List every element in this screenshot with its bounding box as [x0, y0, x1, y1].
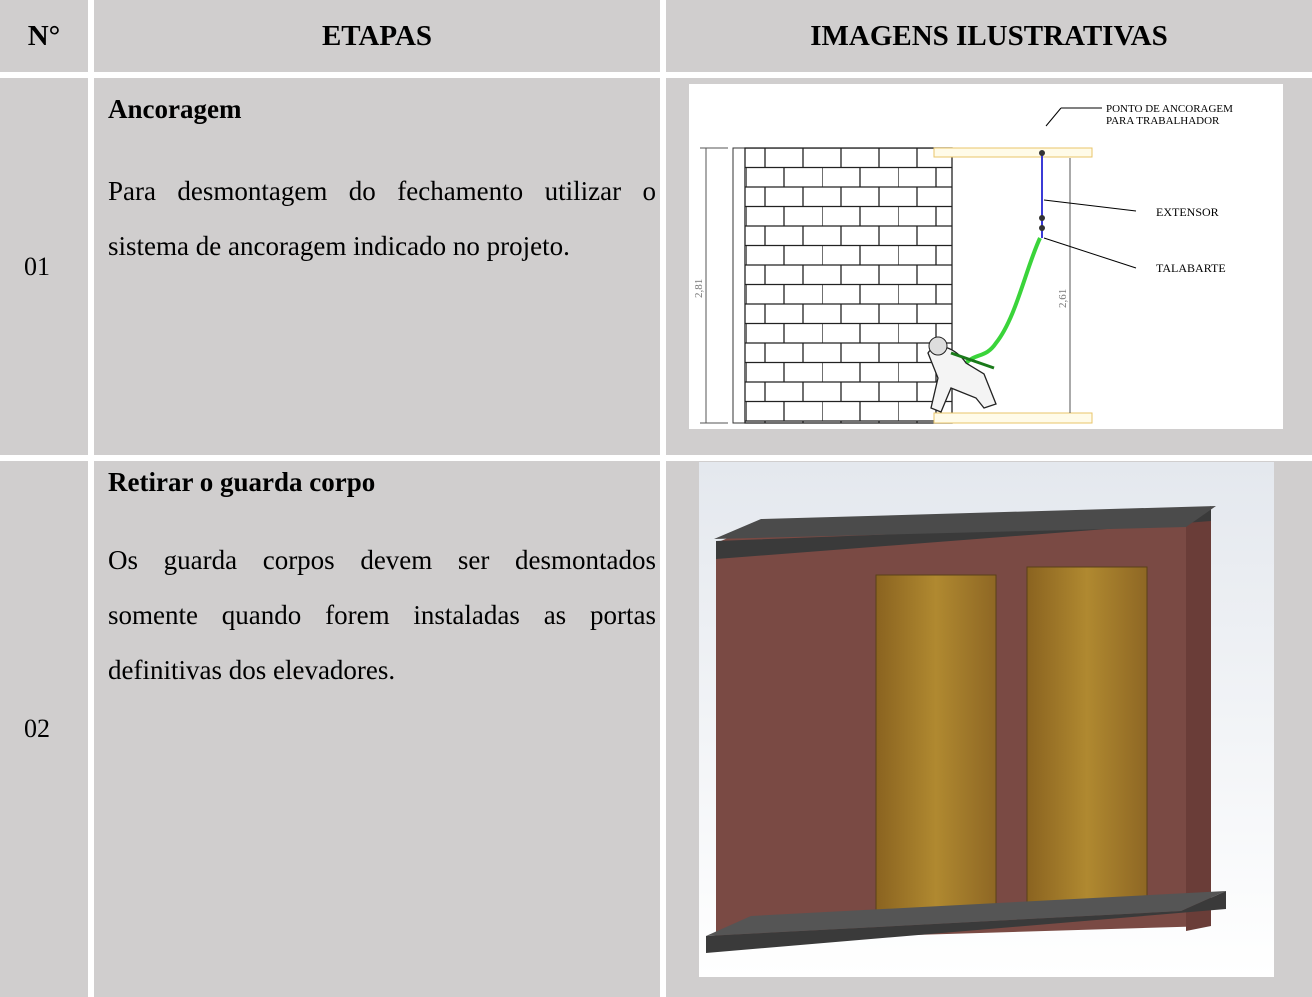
annotation: TALABARTE — [1156, 261, 1226, 275]
header-steps: ETAPAS — [94, 0, 660, 72]
step-cell: Retirar o guarda corpo Os guarda corpos … — [94, 461, 660, 997]
header-number: N° — [0, 0, 88, 72]
step-text: Os guarda corpos devem ser desmontados s… — [108, 545, 656, 685]
step-text: Para desmontagem do fechamento utilizar … — [108, 176, 656, 261]
step-title: Ancoragem — [108, 94, 242, 124]
elevator-render — [699, 462, 1274, 977]
dimension-label: 2,61 — [1057, 289, 1069, 308]
image-cell — [666, 461, 1312, 997]
annotation: PONTO DE ANCORAGEM — [1106, 103, 1233, 115]
annotation: PARA TRABALHADOR — [1106, 115, 1220, 127]
dimension-label: 2,81 — [693, 279, 705, 298]
anchorage-drawing: PONTO DE ANCORAGEM PARA TRABALHADOR EXTE… — [689, 84, 1283, 429]
row-number: 01 — [0, 78, 88, 455]
step-cell: Ancoragem Para desmontagem do fechamento… — [94, 78, 660, 455]
image-cell: PONTO DE ANCORAGEM PARA TRABALHADOR EXTE… — [666, 78, 1312, 455]
header-images: IMAGENS ILUSTRATIVAS — [666, 0, 1312, 72]
step-title: Retirar o guarda corpo — [108, 467, 376, 497]
annotation: EXTENSOR — [1156, 205, 1219, 219]
row-number: 02 — [0, 461, 88, 997]
